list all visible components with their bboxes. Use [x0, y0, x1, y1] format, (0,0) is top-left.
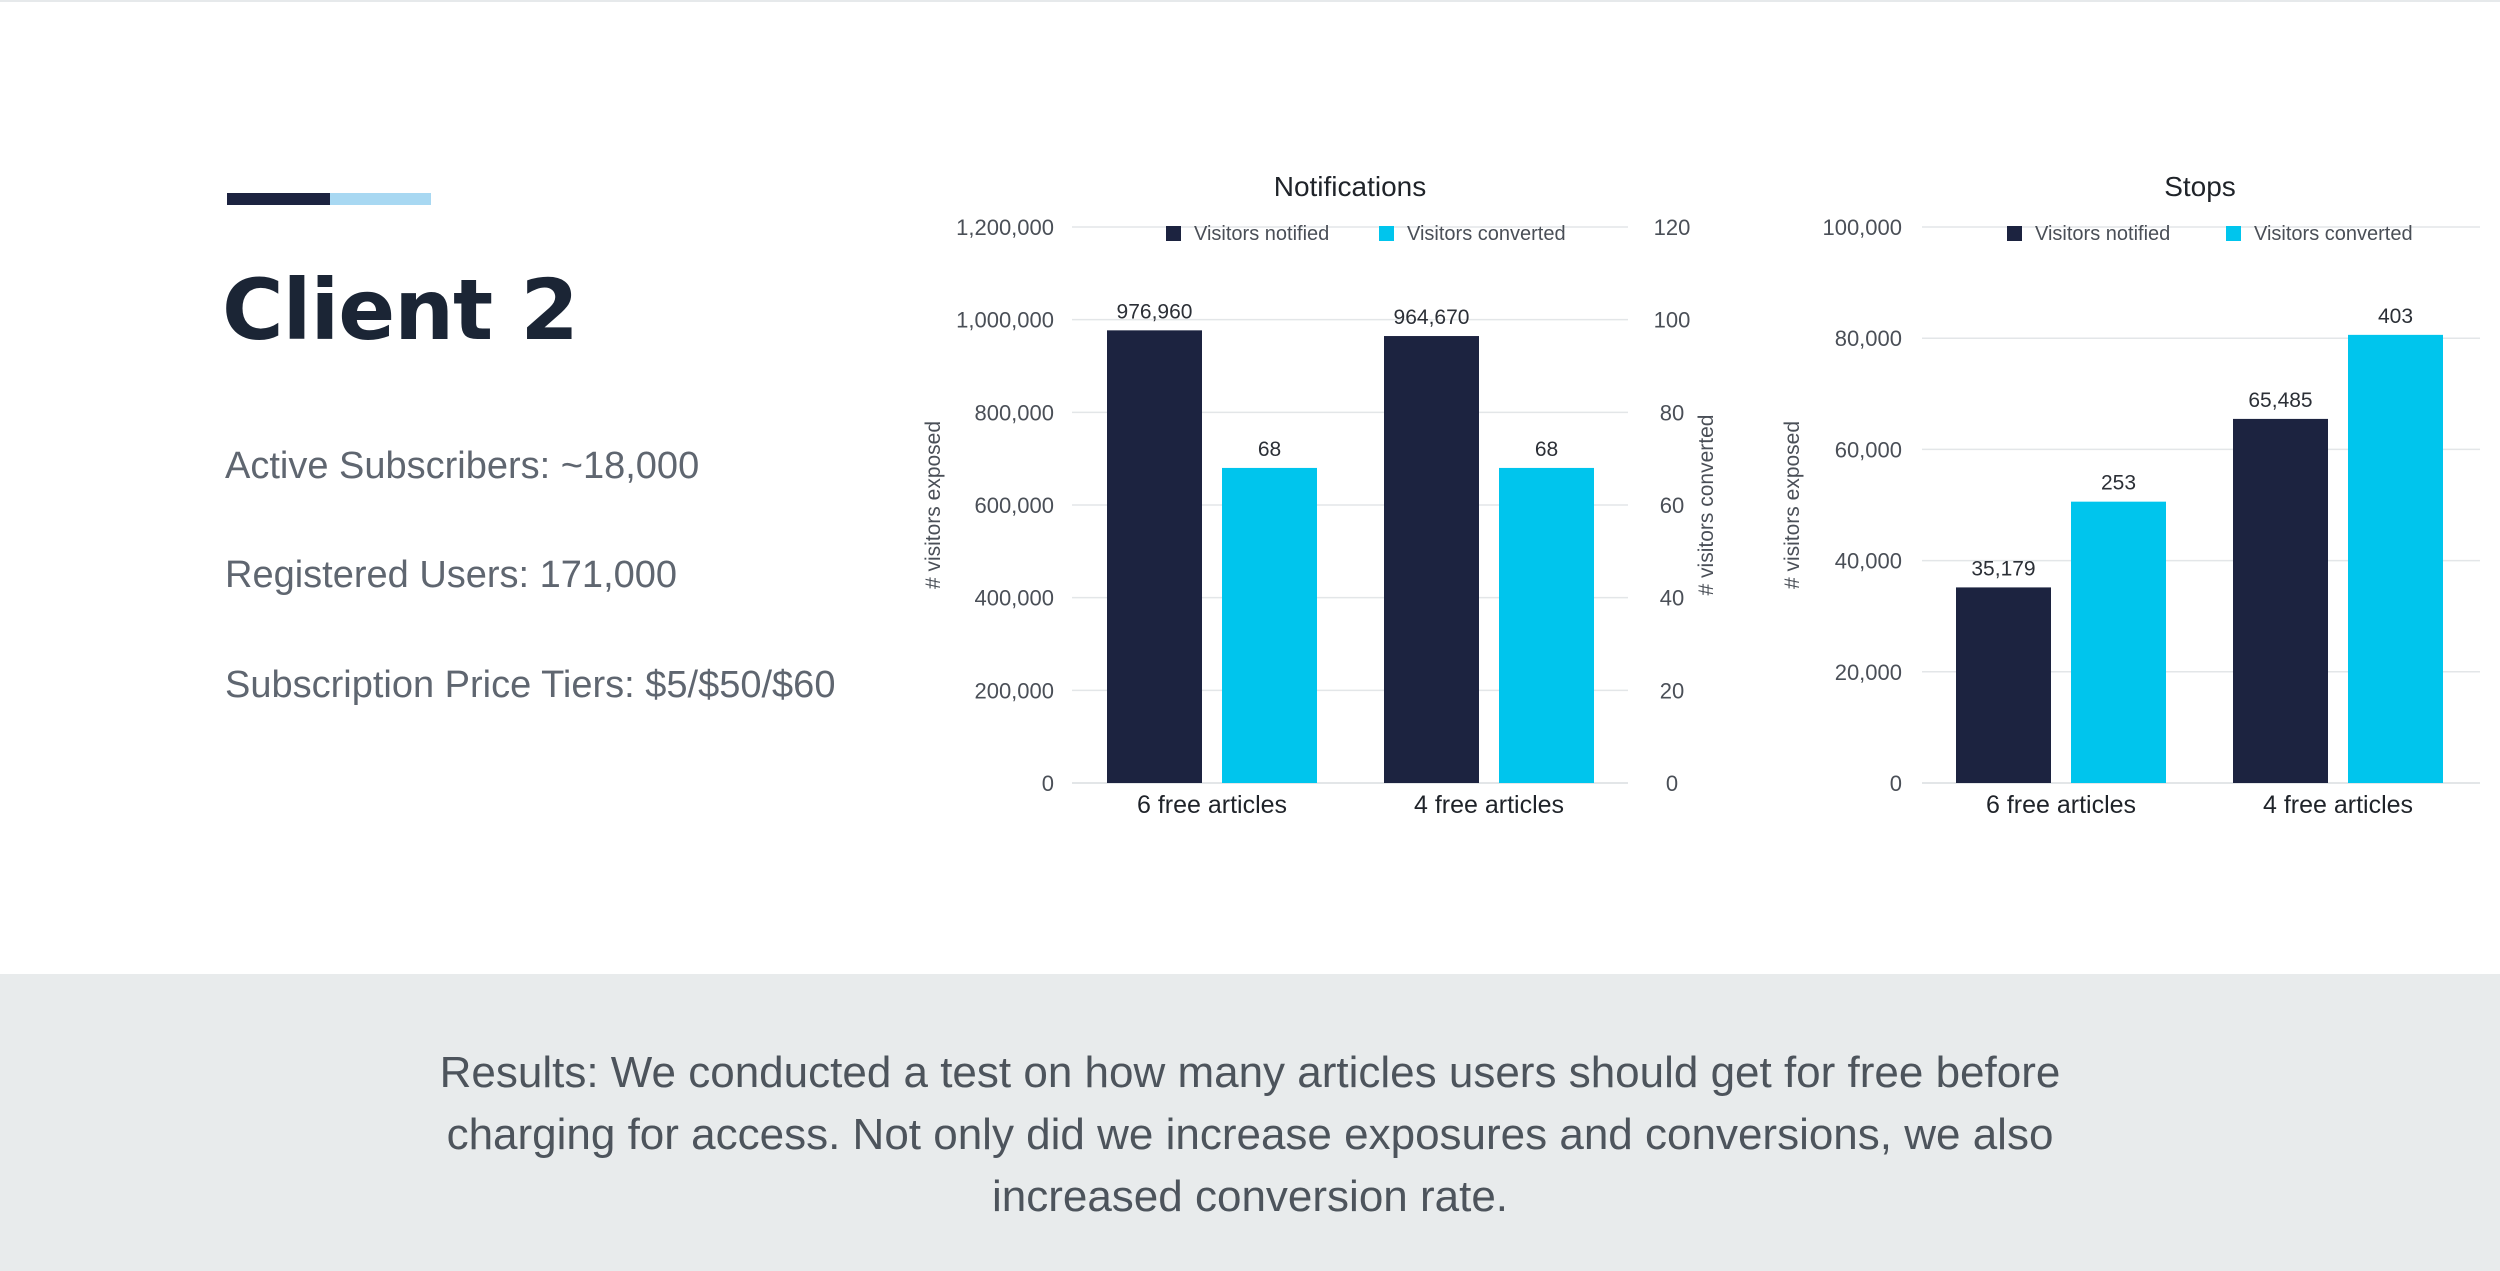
- chart0-legend-swatch: [1379, 226, 1394, 241]
- chart1-ylabel-left: # visitors exposed: [1781, 421, 1804, 589]
- chart1-xtick: 4 free articles: [2263, 791, 2413, 819]
- chart1-ytick-left: 40,000: [1835, 549, 1902, 574]
- chart0-legend-swatch: [1166, 226, 1181, 241]
- chart1-ytick-left: 0: [1890, 771, 1902, 796]
- chart0-ytick-right: 120: [1654, 215, 1691, 240]
- chart0-data-label: 68: [1535, 438, 1558, 461]
- chart0-ylabel-right: # visitors converted: [1695, 415, 1718, 596]
- chart1-data-label: 65,485: [2248, 389, 2312, 412]
- chart1-legend-swatch: [2226, 226, 2241, 241]
- stops-chart-svg: 0 20,000 40,000 60,000 80,000 100,000 Stops Vis…: [1781, 171, 2480, 819]
- chart0-legend-label: Visitors notified: [1194, 223, 1329, 245]
- chart0-ytick-left: 0: [1042, 771, 1054, 796]
- chart1-ytick-left: 60,000: [1835, 437, 1902, 462]
- client-title: Client 2: [222, 261, 579, 359]
- chart0-ytick-right: 80: [1660, 400, 1684, 425]
- chart0-xtick: 6 free articles: [1137, 791, 1287, 819]
- chart0-legend-label: Visitors converted: [1407, 223, 1566, 245]
- chart1-legend-swatch: [2007, 226, 2022, 241]
- chart0-data-label: 68: [1258, 438, 1281, 461]
- results-text: Results: We conducted a test on how many…: [439, 1048, 2061, 1221]
- chart0-ytick-left: 800,000: [974, 400, 1054, 425]
- chart1-ytick-left: 80,000: [1835, 326, 1902, 351]
- top-divider: [0, 0, 2500, 2]
- chart0-ytick-right: 0: [1666, 771, 1678, 796]
- chart0-ytick-left: 600,000: [974, 493, 1054, 518]
- notifications-chart-svg: 0 200,000 400,000 600,000 800,000 1,000,000 1,…: [922, 171, 1718, 819]
- chart0-bar: [1384, 336, 1479, 783]
- stops-chart: 0 20,000 40,000 60,000 80,000 100,000 Stops Vis…: [1770, 160, 2500, 840]
- chart1-bar: [2071, 501, 2166, 783]
- chart1-legend-label: Visitors converted: [2254, 223, 2413, 245]
- notifications-chart: 0 200,000 400,000 600,000 800,000 1,000,000 1,…: [900, 160, 1740, 840]
- chart0-bar: [1107, 330, 1202, 783]
- chart0-data-label: 976,960: [1117, 300, 1193, 323]
- chart1-ytick-left: 100,000: [1822, 215, 1902, 240]
- chart0-ytick-left: 400,000: [974, 586, 1054, 611]
- chart1-bar: [2233, 418, 2328, 783]
- chart1-legend-label: Visitors notified: [2035, 223, 2170, 245]
- chart1-data-label: 35,179: [1971, 557, 2035, 580]
- chart0-ytick-right: 100: [1654, 308, 1691, 333]
- chart0-title: Notifications: [1274, 171, 1427, 202]
- chart1-ytick-left: 20,000: [1835, 660, 1902, 685]
- chart0-ytick-left: 200,000: [974, 678, 1054, 703]
- chart0-ytick-left: 1,000,000: [956, 308, 1054, 333]
- stat-active-subscribers: Active Subscribers: ~18,000: [225, 445, 700, 487]
- accent-bar-light: [330, 193, 431, 205]
- chart1-bar: [1956, 587, 2051, 783]
- chart1-xtick: 6 free articles: [1986, 791, 2136, 819]
- chart1-data-label: 253: [2101, 472, 2136, 495]
- chart1-data-label: 403: [2378, 305, 2413, 328]
- chart0-bar: [1499, 467, 1594, 783]
- stat-price-tiers: Subscription Price Tiers: $5/$50/$60: [225, 664, 836, 706]
- results-section: Results: We conducted a test on how many…: [0, 974, 2500, 1271]
- chart0-ytick-right: 20: [1660, 678, 1684, 703]
- stat-registered-users: Registered Users: 171,000: [225, 554, 678, 596]
- chart1-bar: [2348, 334, 2443, 783]
- chart0-data-label: 964,670: [1394, 306, 1470, 329]
- chart1-title: Stops: [2164, 171, 2236, 202]
- accent-bar: [227, 193, 431, 205]
- chart0-ylabel-left: # visitors exposed: [922, 421, 945, 589]
- chart0-xtick: 4 free articles: [1414, 791, 1564, 819]
- chart0-ytick-right: 60: [1660, 493, 1684, 518]
- chart0-ytick-right: 40: [1660, 586, 1684, 611]
- accent-bar-dark: [227, 193, 330, 205]
- chart0-ytick-left: 1,200,000: [956, 215, 1054, 240]
- chart0-bar: [1222, 467, 1317, 783]
